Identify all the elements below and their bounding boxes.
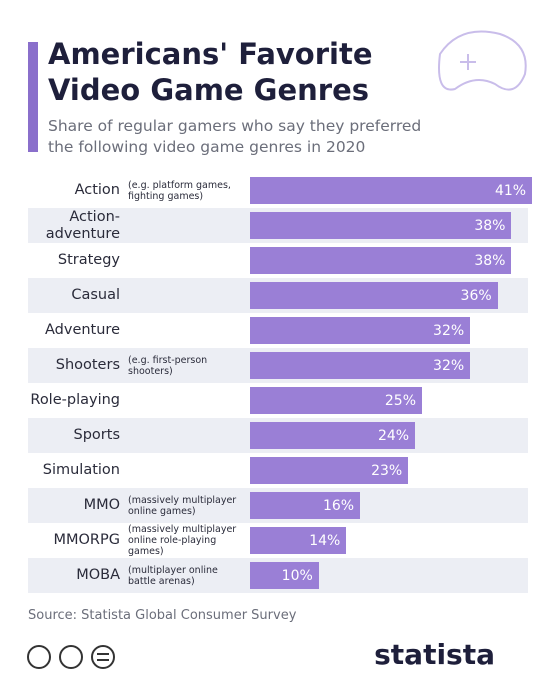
value-label: 36% <box>460 287 492 304</box>
category-note: (e.g. first-person shooters) <box>128 354 208 377</box>
value-label: 23% <box>371 462 403 479</box>
category-note: (massively multiplayer online games) <box>128 494 237 517</box>
bar: 41% <box>250 177 533 204</box>
gamepad-icon <box>438 30 527 91</box>
value-label: 16% <box>322 497 355 514</box>
bar: 14% <box>250 527 347 554</box>
category-note: (massively multiplayer online role-playi… <box>128 524 237 557</box>
row: Sports 24% <box>28 418 528 453</box>
chart-title: Americans' Favorite Video Game Genres <box>48 37 373 107</box>
chart-subtitle: Share of regular gamers who say they pre… <box>48 117 422 156</box>
value-label: 10% <box>281 567 313 584</box>
row: Action-adventure 38% <box>28 208 528 243</box>
bar: 38% <box>250 212 512 239</box>
category-label: Casual <box>71 287 120 303</box>
value-label: 38% <box>474 217 506 234</box>
value-label: 14% <box>309 532 341 549</box>
row: Casual 36% <box>28 278 528 313</box>
row: Strategy 38% <box>28 243 528 278</box>
row: Shooters (e.g. first-person shooters) 32% <box>28 348 528 383</box>
accent-bar <box>28 42 38 152</box>
value-label: 32% <box>433 357 465 374</box>
row: MMO (massively multiplayer online games) 1… <box>28 488 528 523</box>
row: Adventure 32% <box>28 313 528 348</box>
category-label: Strategy <box>57 252 120 268</box>
bar: 32% <box>250 352 471 379</box>
source: Source: Statista Global Consumer Survey <box>28 608 297 623</box>
license-icons <box>27 645 115 669</box>
row: MMORPG (massively multiplayer online role… <box>28 523 528 558</box>
category-label: Sports <box>73 427 120 443</box>
category-label: Role-playing <box>30 392 120 408</box>
row: Simulation 23% <box>28 453 528 488</box>
bar: 25% <box>250 387 422 414</box>
bar: 36% <box>250 282 498 309</box>
category-label: Simulation <box>42 462 120 478</box>
value-label: 25% <box>384 392 416 409</box>
category-note: (multiplayer online battle arenas) <box>128 564 218 587</box>
bar: 23% <box>250 457 409 484</box>
value-label: 32% <box>433 322 465 339</box>
bar: 10% <box>250 562 319 589</box>
value-label: 41% <box>494 182 527 199</box>
bar: 32% <box>250 317 471 344</box>
category-label: Action <box>74 182 120 198</box>
bar: 16% <box>250 492 361 519</box>
category-label: Shooters <box>55 357 120 373</box>
category-label: MOBA <box>76 567 120 583</box>
row: MOBA (multiplayer online battle arenas) 10… <box>28 558 528 593</box>
bar: 38% <box>250 247 512 274</box>
value-label: 24% <box>377 427 410 444</box>
row: Role-playing 25% <box>28 383 528 418</box>
row: Action (e.g. platform games, fighting gam… <box>28 173 533 208</box>
category-label: MMO <box>83 497 120 513</box>
category-label: Action-adventure <box>45 208 120 242</box>
category-note: (e.g. platform games, fighting games) <box>128 179 231 202</box>
bar: 24% <box>250 422 416 449</box>
value-label: 38% <box>474 252 506 269</box>
category-label: MMORPG <box>53 532 121 548</box>
category-label: Adventure <box>45 322 120 338</box>
brand-logo: statista <box>374 638 495 671</box>
